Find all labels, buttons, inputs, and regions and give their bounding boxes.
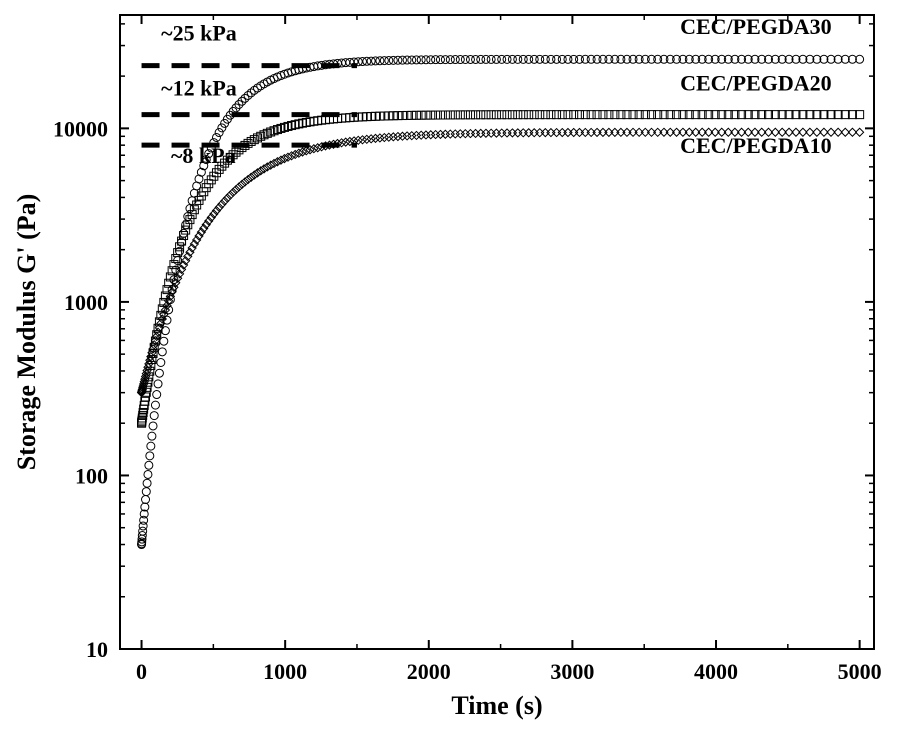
x-tick-label: 3000 <box>550 659 594 684</box>
y-axis-label: Storage Modulus G' (Pa) <box>12 194 41 471</box>
y-tick-label: 1000 <box>64 290 108 315</box>
chart-svg: 0 1000 2000 3000 4000 5000 10 100 1000 10000 Time … <box>0 0 909 739</box>
series-label: CEC/PEGDA10 <box>680 133 832 158</box>
y-tick-label: 10 <box>86 637 108 662</box>
x-tick-label: 4000 <box>694 659 738 684</box>
x-axis-label: Time (s) <box>451 691 542 720</box>
y-tick-label: 10000 <box>53 116 108 141</box>
y-tick-label: 100 <box>75 463 108 488</box>
reference-label: ~12 kPa <box>161 75 237 100</box>
reference-label: ~25 kPa <box>161 21 237 46</box>
chart-container: 0 1000 2000 3000 4000 5000 10 100 1000 10000 Time … <box>0 0 909 739</box>
x-tick-label: 1000 <box>263 659 307 684</box>
x-tick-label: 0 <box>136 659 147 684</box>
x-tick-label: 5000 <box>838 659 882 684</box>
series-label: CEC/PEGDA30 <box>680 14 832 39</box>
x-tick-label: 2000 <box>407 659 451 684</box>
series-label: CEC/PEGDA20 <box>680 71 832 96</box>
